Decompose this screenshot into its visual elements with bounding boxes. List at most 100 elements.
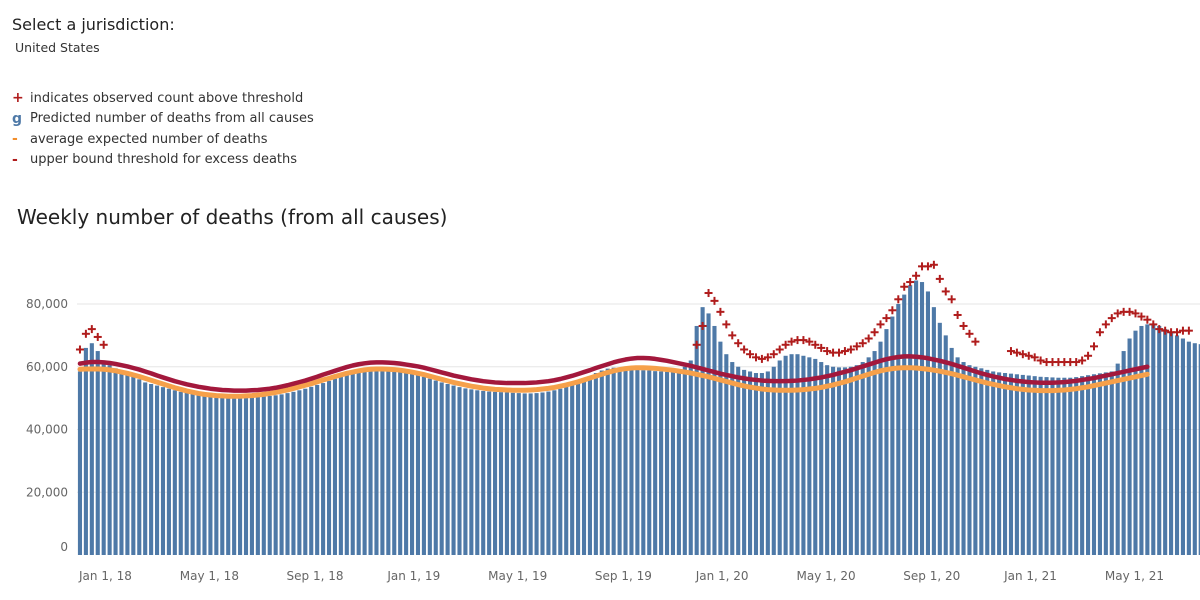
bar	[688, 360, 693, 555]
bar	[908, 285, 913, 555]
bar	[759, 373, 764, 555]
observed-marker	[900, 282, 909, 291]
bar	[279, 394, 284, 555]
observed-marker	[87, 325, 96, 334]
bar	[724, 354, 729, 555]
bar	[605, 368, 610, 555]
observed-marker	[1155, 325, 1164, 334]
observed-marker	[965, 329, 974, 338]
legend-item-expected: - average expected number of deaths	[12, 129, 314, 150]
bar	[1062, 377, 1067, 555]
observed-marker	[823, 347, 832, 356]
bar	[273, 395, 278, 555]
observed-marker	[1137, 312, 1146, 321]
bar	[997, 372, 1002, 555]
legend-item-observed: + indicates observed count above thresho…	[12, 88, 314, 109]
observed-marker	[858, 339, 867, 348]
bar	[232, 397, 237, 555]
bar	[238, 397, 243, 555]
bar	[309, 386, 314, 555]
observed-marker	[817, 343, 826, 352]
observed-marker	[894, 295, 903, 304]
bar	[700, 307, 705, 555]
observed-marker	[906, 278, 915, 287]
bar	[291, 391, 296, 555]
bar	[581, 379, 587, 555]
observed-marker	[698, 321, 707, 330]
bar	[374, 369, 379, 555]
observed-marker	[787, 337, 796, 346]
observed-marker	[1143, 315, 1152, 324]
bar	[546, 391, 551, 555]
bar	[1139, 325, 1144, 555]
bar	[415, 375, 421, 555]
bar	[208, 395, 213, 555]
bar	[576, 382, 581, 555]
bar	[392, 371, 397, 555]
x-tick-label: May 1, 18	[180, 569, 239, 583]
bar	[362, 369, 367, 555]
bar	[356, 370, 361, 555]
bar	[504, 392, 509, 555]
bar	[795, 354, 800, 555]
bar	[1180, 338, 1185, 555]
bar	[433, 380, 438, 555]
bar	[765, 371, 770, 555]
observed-marker	[1095, 328, 1104, 337]
bar	[564, 386, 569, 555]
bar	[730, 362, 735, 555]
observed-marker	[929, 260, 938, 269]
observed-marker	[740, 345, 749, 354]
bar	[676, 369, 681, 555]
y-tick-label: 20,000	[26, 485, 68, 499]
bar	[919, 282, 925, 555]
bar	[872, 351, 877, 555]
x-tick-label: Sep 1, 18	[287, 569, 344, 583]
jurisdiction-select[interactable]: United States	[15, 40, 100, 55]
bar	[1020, 374, 1025, 555]
observed-marker	[1072, 358, 1081, 367]
bar	[510, 392, 515, 555]
bar	[315, 384, 320, 555]
bar	[344, 373, 349, 555]
x-tick-label: Sep 1, 19	[595, 569, 652, 583]
bar	[1038, 376, 1043, 555]
observed-marker	[840, 347, 849, 356]
dash-marker-icon: -	[12, 131, 18, 148]
observed-marker	[888, 306, 897, 315]
bar	[410, 373, 415, 555]
bar	[184, 392, 189, 555]
bar	[664, 371, 670, 555]
bar	[427, 378, 432, 555]
bar	[836, 367, 842, 555]
observed-marker	[1018, 350, 1027, 359]
bar	[243, 397, 249, 555]
bar	[718, 341, 723, 555]
bar	[1044, 377, 1049, 555]
bar	[991, 371, 996, 555]
bar	[1157, 325, 1162, 555]
x-tick-label: May 1, 19	[488, 569, 547, 583]
bar	[1192, 343, 1197, 555]
observed-marker	[1024, 351, 1033, 360]
observed-marker	[971, 337, 980, 346]
legend-item-predicted: g Predicted number of deaths from all ca…	[12, 109, 314, 130]
dash-marker-icon: -	[12, 151, 18, 168]
bar	[937, 322, 942, 555]
observed-marker	[1006, 347, 1015, 356]
bar	[297, 390, 302, 555]
observed-marker	[1012, 348, 1021, 357]
bar	[860, 362, 865, 555]
observed-marker	[805, 337, 814, 346]
jurisdiction-label: Select a jurisdiction:	[12, 15, 175, 34]
bar	[487, 391, 492, 555]
bar	[220, 396, 225, 555]
bar	[155, 385, 160, 555]
bar	[1086, 375, 1091, 555]
bar	[481, 390, 486, 555]
bar	[884, 329, 889, 555]
bar	[890, 316, 895, 555]
bar	[1163, 329, 1168, 555]
bar	[593, 373, 598, 555]
bar	[77, 371, 83, 555]
